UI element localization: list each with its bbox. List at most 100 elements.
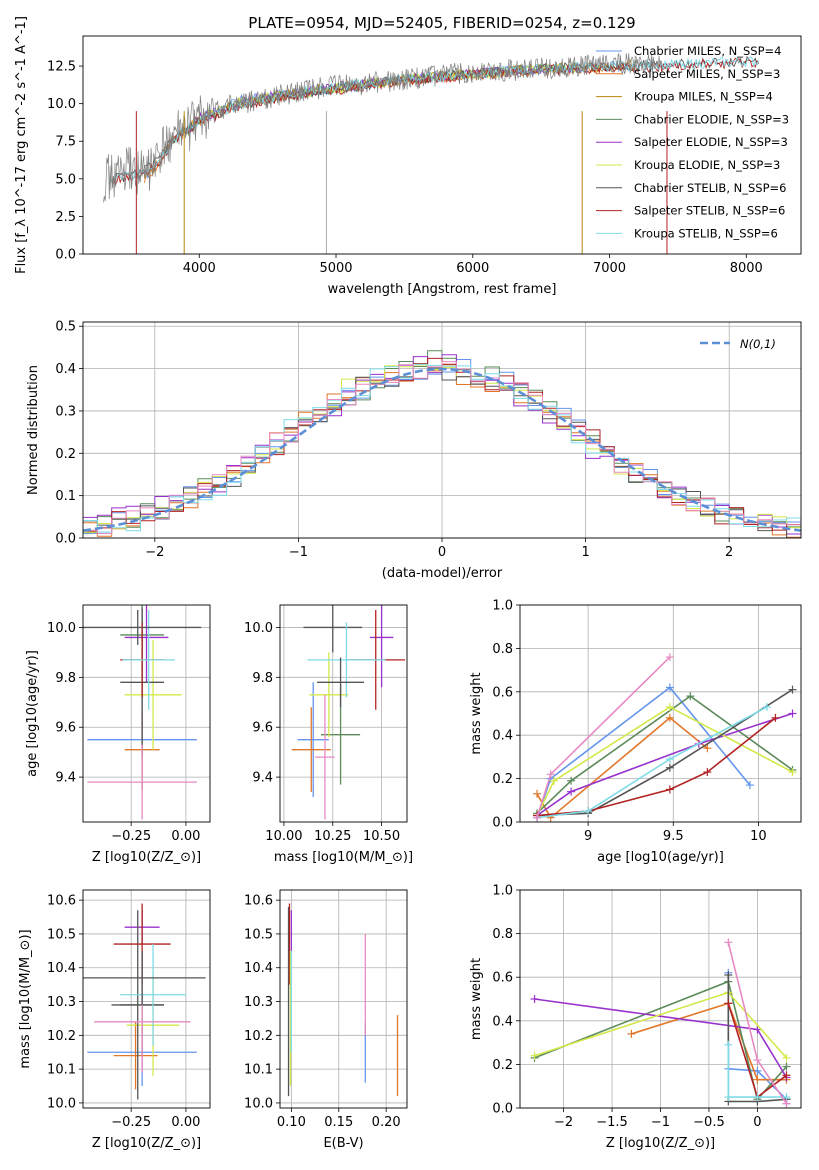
x-tick-label: 10.50 [363,829,400,844]
y-tick-label: 1.0 [492,599,513,614]
y-tick-label: 0.3 [55,404,76,419]
weight-line [536,712,793,817]
weight-line [536,706,793,816]
x-tick-label: −0.5 [693,1115,725,1130]
y-tick-label: 10.6 [47,894,76,909]
mass-vs-age-panel: 10.00 10.25 10.50 9.4 9.6 9.8 10.0 mass [log10(… [244,604,413,865]
y-tick-label: 9.8 [252,671,273,686]
x-tick-label: 0 [438,545,446,560]
x-tick-label: 9.5 [663,829,684,844]
axes-frame [519,604,802,823]
y-tick-label: 10.0 [47,97,76,112]
x-tick-label: 0.20 [372,1115,401,1130]
y-tick-label: 2.5 [55,210,76,225]
y-tick-label: 0.5 [55,320,76,335]
y-axis-label: Flux [f_λ 10^-17 erg cm^-2 s^-1 A^-1] [14,16,29,274]
y-tick-label: 0.8 [492,642,513,657]
y-tick-label: 0.2 [55,447,76,462]
y-tick-label: 0.0 [492,1102,513,1117]
x-tick-label: 8000 [730,261,763,276]
y-tick-label: 7.5 [55,135,76,150]
y-tick-label: 10.6 [244,894,273,909]
x-axis-label: Z [log10(Z/Z_⊙)] [92,1136,201,1151]
x-axis-label: Z [log10(Z/Z_⊙)] [92,850,201,865]
x-tick-label: −1 [651,1115,670,1130]
x-axis-label: age [log10(age/yr)] [597,850,724,865]
x-tick-label: −0.25 [111,829,151,844]
y-axis-label: age [log10(age/yr)] [25,650,40,777]
x-tick-label: 0 [753,1115,761,1130]
chart-title: PLATE=0954, MJD=52405, FIBERID=0254, z=0… [248,14,635,32]
axes-frame [519,889,802,1109]
x-tick-label: 10.25 [314,829,351,844]
x-tick-label: −0.25 [111,1115,151,1130]
z-vs-mass-panel: −0.25 0.00 10.0 10.1 10.2 10.3 10.4 10.5 10.6 Z [… [18,889,211,1151]
x-tick-label: 6000 [456,261,489,276]
gaussian-curve [83,367,801,532]
axes-frame [279,604,408,823]
legend-entry: N(0,1) [740,337,776,351]
axes-frame [82,35,802,255]
x-axis-label: Z [log10(Z/Z_⊙)] [606,1136,715,1151]
y-tick-label: 0.1 [55,489,76,504]
weight-line [536,706,768,819]
y-tick-label: 9.4 [55,771,76,786]
y-tick-label: 10.5 [47,927,76,942]
legend-entry: Chabrier STELIB, N_SSP=6 [634,181,786,195]
y-tick-label: 9.6 [55,721,76,736]
x-tick-label: −1.5 [596,1115,628,1130]
y-tick-label: 5.0 [55,172,76,187]
y-tick-label: 10.0 [47,621,76,636]
y-tick-label: 9.8 [55,671,76,686]
y-axis-label: Normed distribution [26,365,41,495]
x-tick-label: 10 [750,829,767,844]
ebv-vs-mass-panel: 0.10 0.15 0.20 10.0 10.1 10.2 10.3 10.4 10.5 10.6… [244,889,408,1151]
weight-line [727,975,787,1103]
y-axis-label: mass [log10(M/M_⊙)] [18,929,33,1068]
y-tick-label: 9.6 [252,721,273,736]
x-axis-label: mass [log10(M/M_⊙)] [274,850,413,865]
y-tick-label: 0.2 [492,772,513,787]
y-tick-label: 10.1 [244,1063,273,1078]
y-tick-label: 0.4 [492,1014,513,1029]
y-tick-label: 0.6 [492,971,513,986]
spectrum-line [185,62,582,137]
y-tick-label: 10.0 [244,1096,273,1111]
y-tick-label: 9.4 [252,771,273,786]
x-axis-label: E(B-V) [323,1136,363,1151]
x-tick-label: 2 [725,545,733,560]
axes-frame [82,321,802,539]
weight-line [536,686,751,818]
legend-entry: Chabrier MILES, N_SSP=4 [634,44,781,58]
legend-entry: Salpeter MILES, N_SSP=3 [634,67,780,81]
legend-entry: Salpeter STELIB, N_SSP=6 [634,204,785,218]
y-tick-label: 0.0 [55,532,76,547]
y-tick-label: 10.4 [244,961,273,976]
legend-entry: Kroupa ELODIE, N_SSP=3 [634,158,780,172]
x-tick-label: 1 [581,545,589,560]
x-tick-label: 10.00 [265,829,302,844]
y-tick-label: 0.0 [55,248,76,263]
y-tick-label: 0.4 [492,729,513,744]
z-vs-age-panel: −0.25 0.00 9.4 9.6 9.8 10.0 Z [log10(Z/Z_⊙)] ag… [25,604,211,865]
x-tick-label: 9 [584,829,592,844]
x-tick-label: −1 [289,545,308,560]
axes-frame [279,889,408,1109]
x-tick-label: 0.00 [171,1115,200,1130]
y-tick-label: 0.0 [492,816,513,831]
x-tick-label: 0.00 [171,829,200,844]
axes-frame [82,889,211,1109]
y-tick-label: 10.3 [244,995,273,1010]
y-tick-label: 0.6 [492,685,513,700]
y-tick-label: 10.2 [244,1029,273,1044]
x-axis-label: (data-model)/error [382,566,503,581]
y-tick-label: 10.0 [47,1096,76,1111]
x-tick-label: −2 [145,545,164,560]
y-tick-label: 0.8 [492,927,513,942]
legend-entry: Salpeter ELODIE, N_SSP=3 [634,135,788,149]
weight-line [536,695,793,814]
y-tick-label: 0.2 [492,1058,513,1073]
y-axis-label: mass weight [469,672,484,754]
y-tick-label: 12.5 [47,60,76,75]
